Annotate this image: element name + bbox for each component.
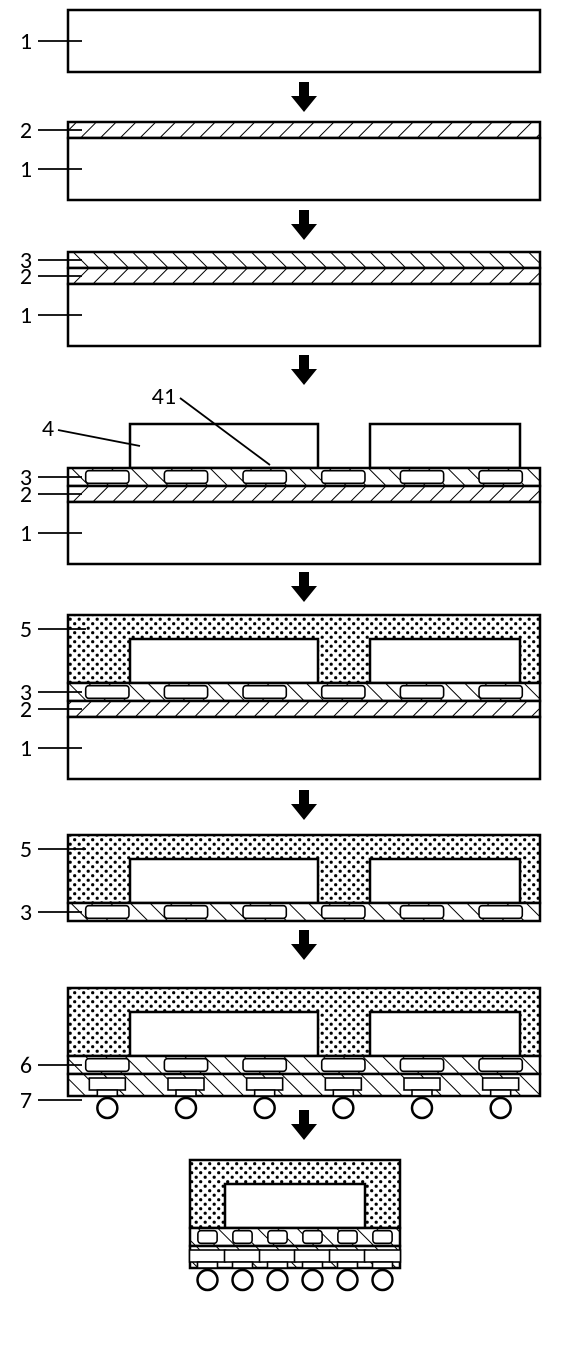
layer-label: 1 (20, 155, 32, 184)
down-arrow-icon (291, 572, 317, 602)
solder-ball (198, 1270, 218, 1290)
die (370, 639, 520, 683)
layer-label: 6 (20, 1051, 32, 1080)
layer-label: 4 (42, 414, 54, 443)
die (225, 1184, 365, 1228)
die (370, 859, 520, 903)
layer-label: 5 (20, 835, 32, 864)
down-arrow-icon (291, 1110, 317, 1140)
process-flow-diagram: 12132132141453215367 (0, 0, 580, 1351)
die (370, 1012, 520, 1056)
layer-label: 1 (20, 734, 32, 763)
die (130, 859, 318, 903)
solder-ball (338, 1270, 358, 1290)
layer-label: 7 (20, 1086, 32, 1115)
down-arrow-icon (291, 930, 317, 960)
layer-label: 1 (20, 301, 32, 330)
die (370, 424, 520, 468)
down-arrow-icon (291, 355, 317, 385)
solder-ball (333, 1098, 353, 1118)
solder-ball (176, 1098, 196, 1118)
solder-ball (233, 1270, 253, 1290)
layer-label: 2 (20, 480, 32, 509)
layer-label: 2 (20, 116, 32, 145)
die (130, 1012, 318, 1056)
die (130, 639, 318, 683)
solder-ball (268, 1270, 288, 1290)
layer-label: 3 (20, 898, 32, 927)
layer-label: 1 (20, 27, 32, 56)
layer-label: 2 (20, 695, 32, 724)
solder-ball (303, 1270, 323, 1290)
solder-ball (373, 1270, 393, 1290)
down-arrow-icon (291, 790, 317, 820)
solder-ball (412, 1098, 432, 1118)
solder-ball (491, 1098, 511, 1118)
layer-label: 2 (20, 262, 32, 291)
layer-label: 41 (152, 382, 176, 411)
solder-ball (255, 1098, 275, 1118)
layer-label: 1 (20, 519, 32, 548)
down-arrow-icon (291, 210, 317, 240)
solder-ball (97, 1098, 117, 1118)
layer-label: 5 (20, 615, 32, 644)
down-arrow-icon (291, 82, 317, 112)
